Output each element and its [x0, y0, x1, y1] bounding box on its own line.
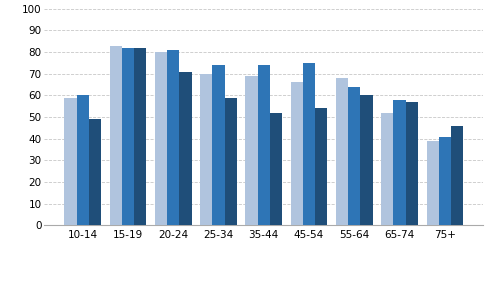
Bar: [336, 78, 348, 225]
Bar: [406, 102, 418, 225]
Bar: [225, 98, 237, 225]
Bar: [315, 108, 327, 225]
Bar: [246, 76, 258, 225]
Bar: [291, 82, 303, 225]
Bar: [393, 100, 406, 225]
Bar: [179, 71, 192, 225]
Bar: [270, 113, 282, 225]
Bar: [439, 137, 451, 225]
Bar: [167, 50, 179, 225]
Bar: [451, 126, 463, 225]
Bar: [76, 95, 89, 225]
Bar: [89, 119, 101, 225]
Bar: [381, 113, 393, 225]
Bar: [258, 65, 270, 225]
Bar: [360, 95, 373, 225]
Bar: [200, 74, 212, 225]
Bar: [303, 63, 315, 225]
Bar: [109, 45, 122, 225]
Bar: [64, 98, 76, 225]
Bar: [426, 141, 439, 225]
Bar: [212, 65, 225, 225]
Bar: [155, 52, 167, 225]
Bar: [134, 48, 146, 225]
Bar: [122, 48, 134, 225]
Bar: [348, 87, 360, 225]
